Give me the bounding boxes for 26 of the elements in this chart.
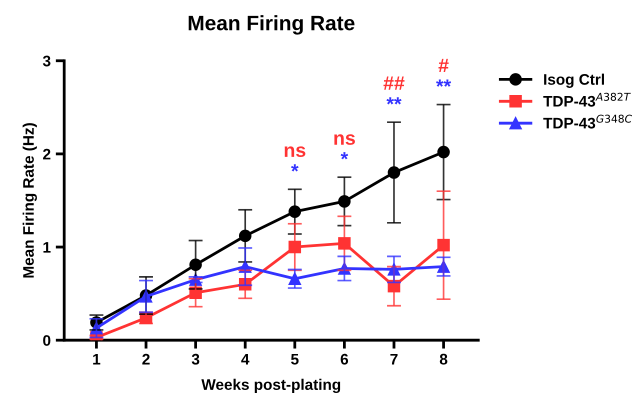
annotation: ** [386, 97, 402, 104]
x-axis-title: Weeks post-plating [201, 378, 340, 394]
x-tick-label: 6 [340, 354, 348, 365]
chart-title: Mean Firing Rate [188, 15, 354, 35]
annotation: ## [384, 76, 404, 90]
y-tick-label: 2 [43, 148, 50, 160]
legend-label: Isog Ctrl [544, 74, 604, 88]
x-tick-label: 8 [440, 354, 448, 365]
x-tick-label: 2 [142, 354, 150, 364]
annotation: * [340, 152, 348, 160]
legend-label: TDP-43$^{G348C}$ [543, 114, 632, 129]
annotation: # [438, 58, 449, 72]
annotation: ns [284, 146, 306, 158]
y-tick-label: 0 [43, 335, 50, 346]
x-tick-label: 5 [291, 354, 299, 365]
y-tick-label: 3 [42, 56, 50, 66]
annotation: * [291, 164, 299, 172]
y-axis-title: Mean Firing Rate (Hz) [22, 123, 37, 278]
y-tick-label: 1 [43, 242, 51, 253]
legend-label: TDP-43$^{A382T}$ [543, 92, 631, 107]
x-tick-label: 3 [192, 354, 200, 365]
annotation: ns [334, 134, 355, 145]
x-tick-label: 7 [390, 354, 398, 364]
annotation: ** [436, 80, 452, 87]
x-tick-label: 1 [93, 354, 100, 364]
x-tick-label: 4 [241, 354, 250, 364]
